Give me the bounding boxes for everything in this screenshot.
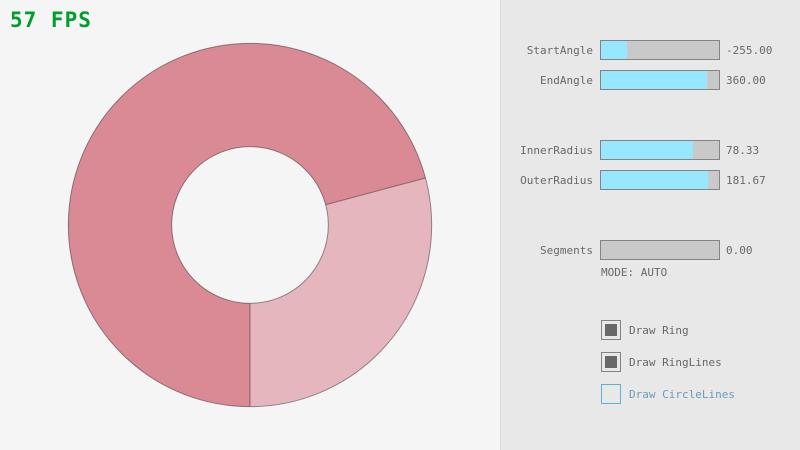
slider-outerradius-value: 181.67 [726,173,766,187]
checkbox-draw-ring-box[interactable] [601,320,621,340]
slider-endangle-label: EndAngle [540,73,593,87]
checkmark-fill-icon [605,388,617,400]
slider-segments-value: 0.00 [726,243,753,257]
checkmark-fill-icon [605,324,617,336]
slider-outerradius-fill [601,171,709,189]
slider-row-outerradius: OuterRadius 181.67 [501,170,800,190]
slider-segments-track[interactable] [600,240,720,260]
ring-overlap-segment [68,43,426,407]
fps-counter: 57 FPS [10,8,92,32]
controls-panel: StartAngle -255.00 EndAngle 360.00 Inner… [500,0,800,450]
slider-endangle-track[interactable] [600,70,720,90]
ring-single-segment [250,177,432,407]
ring-boundary-line [325,177,426,206]
segments-mode-text: MODE: AUTO [601,266,668,279]
slider-startangle-track[interactable] [600,40,720,60]
slider-endangle-fill [601,71,708,89]
slider-startangle-fill [601,41,627,59]
checkbox-draw-circlelines-label: Draw CircleLines [629,387,735,401]
slider-startangle-value: -255.00 [726,43,773,57]
checkbox-draw-circlelines-box[interactable] [601,384,621,404]
slider-outerradius-label: OuterRadius [520,173,593,187]
checkbox-draw-ringlines[interactable]: Draw RingLines [601,352,722,372]
slider-innerradius-fill [601,141,694,159]
slider-innerradius-value: 78.33 [726,143,760,157]
checkmark-fill-icon [605,356,617,368]
slider-row-startangle: StartAngle -255.00 [501,40,800,60]
slider-row-segments: Segments 0.00 [501,240,800,260]
checkbox-draw-ring-label: Draw Ring [629,323,689,337]
checkbox-draw-ring[interactable]: Draw Ring [601,320,689,340]
slider-innerradius-label: InnerRadius [520,143,593,157]
checkbox-draw-circlelines[interactable]: Draw CircleLines [601,384,735,404]
checkbox-draw-ringlines-box[interactable] [601,352,621,372]
ring-inner-line [171,146,329,304]
slider-innerradius-track[interactable] [600,140,720,160]
slider-endangle-value: 360.00 [726,73,766,87]
slider-row-endangle: EndAngle 360.00 [501,70,800,90]
checkbox-draw-ringlines-label: Draw RingLines [629,355,722,369]
ring-outer-line [67,42,433,408]
slider-outerradius-track[interactable] [600,170,720,190]
slider-row-innerradius: InnerRadius 78.33 [501,140,800,160]
slider-startangle-label: StartAngle [526,43,593,57]
slider-segments-label: Segments [540,243,593,257]
